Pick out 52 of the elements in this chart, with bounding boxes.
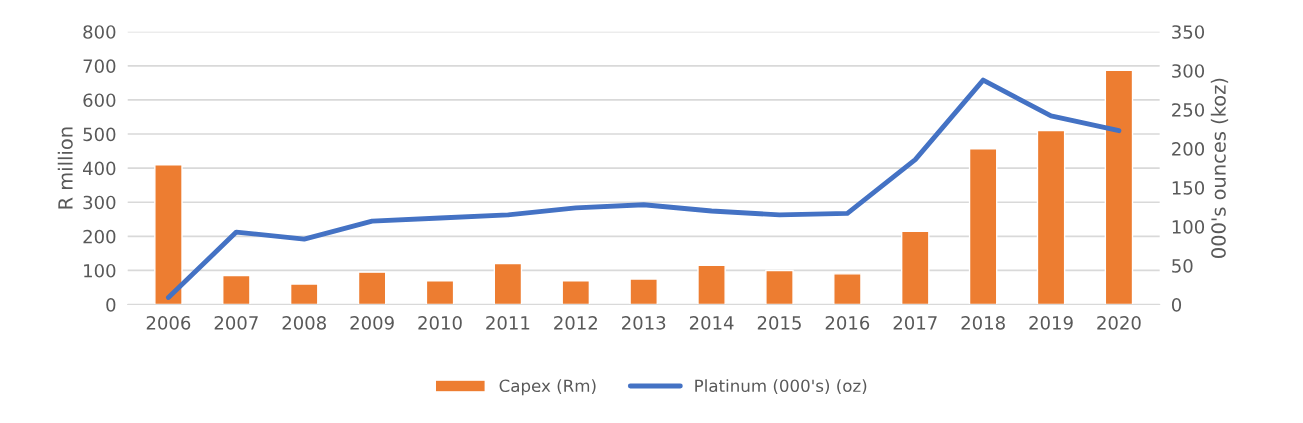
y-axis-title: R million	[57, 127, 73, 209]
bar	[289, 283, 319, 305]
y2-tick-label: 100	[1172, 220, 1205, 234]
x-tick-label: 2015	[757, 315, 801, 330]
bar	[968, 148, 998, 305]
x-tick-label: 2006	[146, 315, 191, 330]
bar	[493, 262, 523, 305]
bar	[697, 264, 726, 305]
x-tick-label: 2009	[350, 315, 394, 330]
bar	[833, 273, 862, 305]
y2-tick-label: 50	[1172, 259, 1193, 273]
bar	[1104, 69, 1134, 305]
bar	[561, 279, 591, 305]
y-tick-label: 300	[83, 195, 116, 210]
y2-tick-label: 150	[1172, 181, 1205, 195]
y-tick-label: 500	[83, 127, 116, 142]
y2-axis-title: 000's ounces (koz)	[1210, 78, 1229, 258]
x-tick-label: 2008	[282, 315, 326, 330]
x-tick-label: 2010	[418, 315, 462, 330]
y-tick-label: 0	[106, 298, 116, 312]
x-tick-label: 2011	[486, 315, 530, 330]
bar	[900, 230, 930, 305]
x-tick-label: 2019	[1029, 315, 1073, 330]
y-tick-label: 700	[83, 59, 116, 73]
legend-label: Platinum (000's) (oz)	[695, 379, 867, 395]
bar	[1036, 129, 1066, 305]
bar	[222, 274, 251, 305]
y2-tick-label: 350	[1172, 25, 1205, 39]
y2-tick-label: 0	[1171, 298, 1182, 312]
bar	[629, 278, 658, 305]
y2-tick-label: 300	[1172, 64, 1205, 78]
x-tick-label: 2020	[1097, 315, 1141, 330]
x-tick-label: 2007	[214, 315, 258, 330]
x-tick-label: 2013	[622, 315, 666, 330]
y2-tick-label: 200	[1172, 142, 1205, 156]
y-tick-label: 400	[83, 161, 116, 176]
y-tick-label: 800	[83, 25, 116, 39]
x-tick-label: 2017	[893, 315, 937, 330]
y2-tick-label: 250	[1172, 103, 1205, 117]
x-tick-label: 2012	[554, 315, 597, 330]
y-tick-label: 200	[83, 229, 116, 244]
bar	[154, 164, 183, 305]
y-tick-label: 600	[83, 93, 116, 108]
x-tick-label: 2014	[689, 315, 734, 330]
bar	[357, 271, 387, 305]
x-tick-label: 2016	[825, 315, 870, 330]
bar	[425, 279, 455, 305]
y-tick-label: 100	[84, 263, 116, 278]
line-series	[166, 77, 1122, 300]
x-tick-label: 2018	[961, 315, 1005, 330]
bar	[765, 269, 794, 305]
legend-label: Capex (Rm)	[499, 379, 596, 396]
